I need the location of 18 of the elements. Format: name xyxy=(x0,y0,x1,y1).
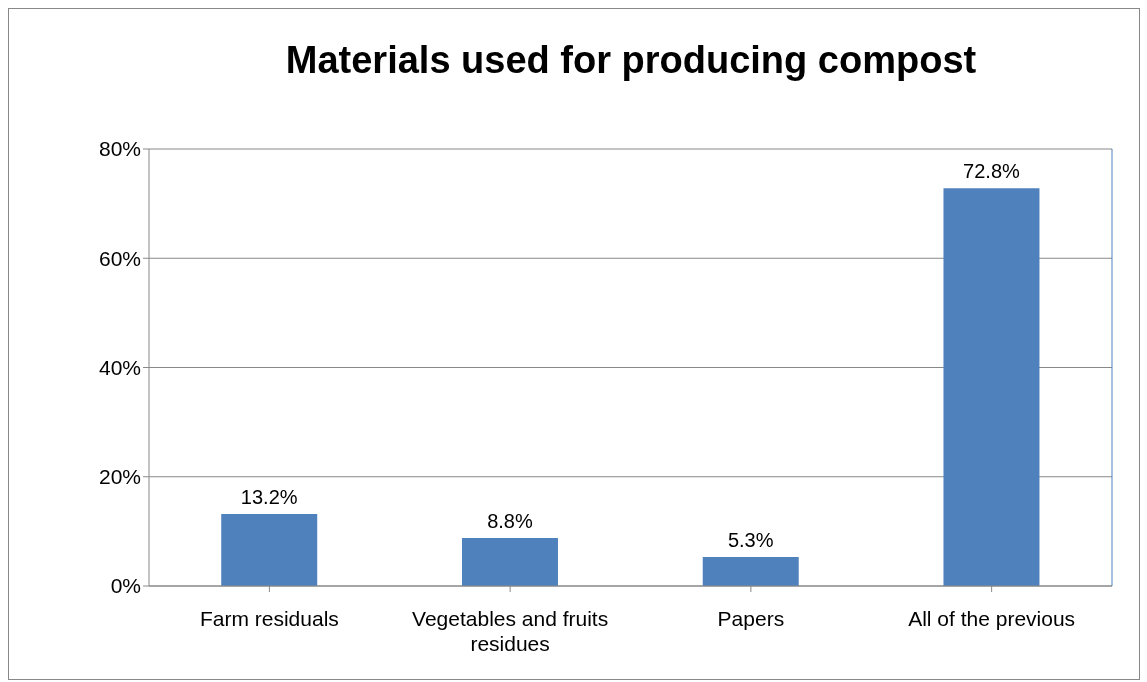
y-tick-label: 20% xyxy=(98,465,141,489)
y-tick-label: 60% xyxy=(98,246,141,270)
data-label: 13.2% xyxy=(240,485,298,508)
bar xyxy=(221,513,318,586)
x-tick-label: Farm residuals xyxy=(199,607,339,630)
x-tick-label: Vegetables and fruits residues xyxy=(412,607,609,655)
y-tick-label: 80% xyxy=(98,137,141,161)
x-tick-label: All of the previous xyxy=(908,607,1076,630)
data-label: 8.8% xyxy=(487,509,533,532)
data-label: 72.8% xyxy=(963,160,1021,183)
bar xyxy=(702,557,799,586)
data-label: 5.3% xyxy=(727,529,774,552)
y-tick-label: 40% xyxy=(98,355,141,379)
x-tick-label: Papers xyxy=(717,607,785,630)
y-tick-label: 0% xyxy=(110,574,141,598)
bar xyxy=(943,188,1040,586)
chart-title: Materials used for producing compost xyxy=(284,39,978,82)
bar xyxy=(461,537,558,586)
